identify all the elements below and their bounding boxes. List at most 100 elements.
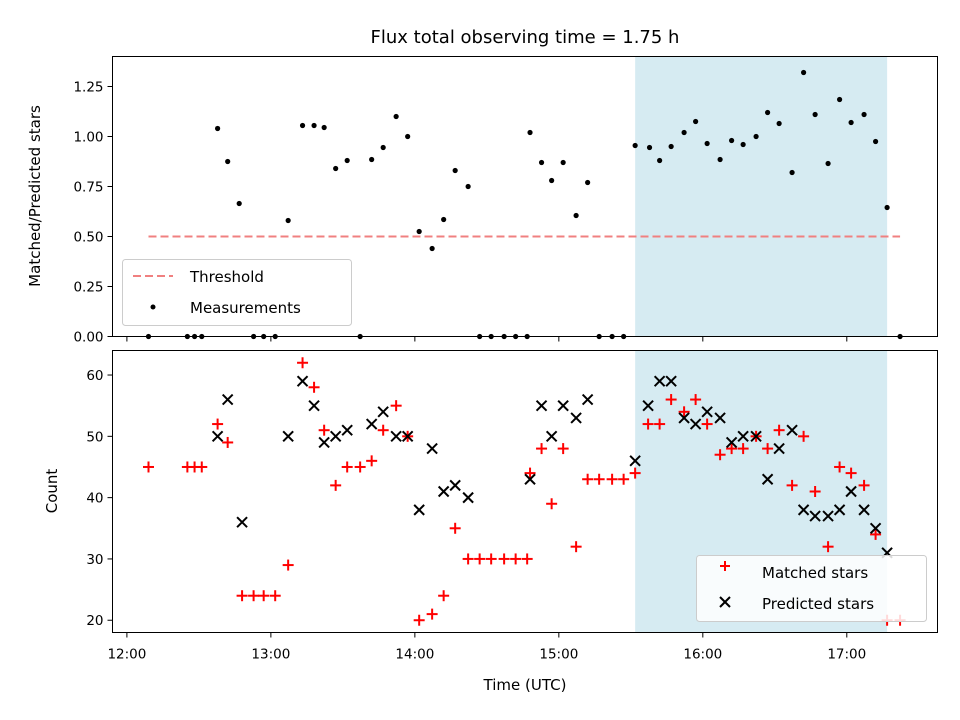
matched-star-point: [308, 381, 320, 393]
measurement-point: [704, 140, 710, 147]
matched-star-point: [413, 614, 425, 626]
top-highlight-span: [635, 56, 888, 337]
matched-star-point: [449, 522, 461, 534]
measurement-point: [812, 111, 818, 118]
top-y-tick-label: 0.00: [73, 330, 103, 346]
matched-star-point: [606, 473, 618, 485]
predicted-star-point: [413, 504, 425, 516]
predicted-star-point: [737, 430, 749, 443]
matched-star-point: [786, 479, 798, 491]
bottom-y-axis-title: Count: [43, 469, 61, 514]
measurement-point: [285, 217, 291, 224]
x-tick-label: 17:00: [827, 647, 866, 663]
measurement-point: [789, 169, 795, 176]
measurement-point: [560, 159, 566, 166]
measurement-point: [429, 245, 435, 252]
legend-measurements-swatch: [150, 304, 156, 310]
predicted-star-point: [221, 393, 234, 406]
matched-star-point: [536, 443, 548, 455]
predicted-star-point: [341, 424, 353, 436]
predicted-star-point: [714, 412, 726, 424]
matched-star-point: [498, 553, 510, 565]
matched-star-point: [665, 394, 677, 406]
matched-star-point: [809, 486, 821, 497]
measurement-point: [681, 129, 687, 136]
top-y-tick-label: 1.25: [73, 80, 103, 96]
legend-predicted-swatch: [719, 596, 731, 608]
matched-star-point: [570, 541, 582, 553]
predicted-star-point: [797, 504, 810, 516]
bottom-y-tick-label: 50: [86, 429, 103, 445]
matched-star-point: [858, 479, 870, 491]
x-tick-label: 14:00: [395, 647, 434, 663]
predicted-star-point: [390, 430, 402, 443]
measurement-points: [145, 69, 903, 340]
measurement-point: [753, 133, 759, 140]
predicted-star-point: [773, 442, 785, 455]
top-y-tick-label: 0.75: [73, 180, 103, 196]
x-axis-title: Time (UTC): [483, 676, 567, 694]
measurement-point: [452, 167, 458, 174]
bottom-y-tick-label: 30: [86, 552, 103, 568]
legend-matched-swatch: [720, 561, 730, 571]
matched-star-point: [438, 590, 450, 602]
matched-star-point: [426, 608, 438, 620]
predicted-star-point: [462, 491, 474, 504]
top-y-axis: 0.00 0.25 0.50 0.75 1.00 1.25: [73, 80, 113, 346]
matched-star-point: [330, 479, 342, 491]
legend-measurements-label: Measurements: [190, 299, 301, 317]
top-panel: 0.00 0.25 0.50 0.75 1.00 1.25 Matched/Predict…: [26, 56, 938, 346]
predicted-star-point: [822, 510, 834, 522]
predicted-star-point: [236, 516, 248, 528]
predicted-star-point: [296, 375, 309, 387]
bottom-panel: 20 30 40 50 60 12:00 13:00 14:00 15:00 16:00 17:0…: [43, 350, 938, 694]
measurement-point: [416, 228, 422, 235]
chart-title: Flux total observing time = 1.75 h: [371, 27, 680, 48]
predicted-star-point: [581, 393, 594, 406]
predicted-star-point: [629, 455, 641, 467]
matched-star-point: [773, 424, 785, 436]
matched-star-point: [485, 553, 497, 565]
predicted-star-point: [318, 436, 330, 449]
measurement-point: [344, 157, 350, 164]
predicted-star-point: [524, 473, 536, 485]
matched-stars-points: [142, 357, 906, 626]
measurement-point: [776, 120, 782, 127]
matched-star-point: [390, 400, 402, 412]
measurement-point: [225, 158, 231, 165]
matched-star-point: [212, 418, 224, 430]
matched-star-point: [642, 418, 654, 430]
measurement-point: [825, 160, 831, 167]
predicted-star-point: [308, 399, 320, 412]
predicted-star-point: [833, 504, 846, 516]
measurement-point: [717, 156, 723, 163]
matched-star-point: [521, 553, 533, 565]
top-y-axis-title: Matched/Predicted stars: [26, 105, 44, 287]
predicted-star-point: [725, 436, 738, 449]
matched-star-point: [318, 424, 330, 436]
legend-matched-label: Matched stars: [762, 564, 868, 582]
bottom-legend: Matched stars Predicted stars: [696, 555, 927, 622]
x-tick-label: 16:00: [683, 647, 722, 663]
matched-star-point: [834, 461, 846, 473]
measurement-point: [405, 133, 411, 140]
matched-star-point: [282, 559, 294, 571]
matched-star-point: [762, 443, 774, 455]
matched-star-point: [701, 418, 713, 430]
matched-star-point: [654, 418, 666, 430]
legend-threshold-label: Threshold: [189, 268, 264, 286]
predicted-star-point: [377, 406, 389, 418]
measurement-point: [538, 159, 545, 166]
predicted-star-point: [786, 424, 798, 436]
measurement-point: [465, 183, 471, 190]
predicted-star-point: [329, 430, 342, 443]
measurement-point: [441, 216, 447, 223]
measurement-point: [632, 142, 638, 149]
matched-star-point: [798, 430, 810, 442]
matched-star-point: [236, 590, 248, 602]
bottom-y-axis: 20 30 40 50 60: [86, 368, 113, 629]
measurement-point: [333, 165, 339, 172]
matched-star-point: [366, 455, 378, 467]
measurement-point: [765, 109, 771, 116]
bottom-x-axis: 12:00 13:00 14:00 15:00 16:00 17:00: [107, 632, 866, 663]
